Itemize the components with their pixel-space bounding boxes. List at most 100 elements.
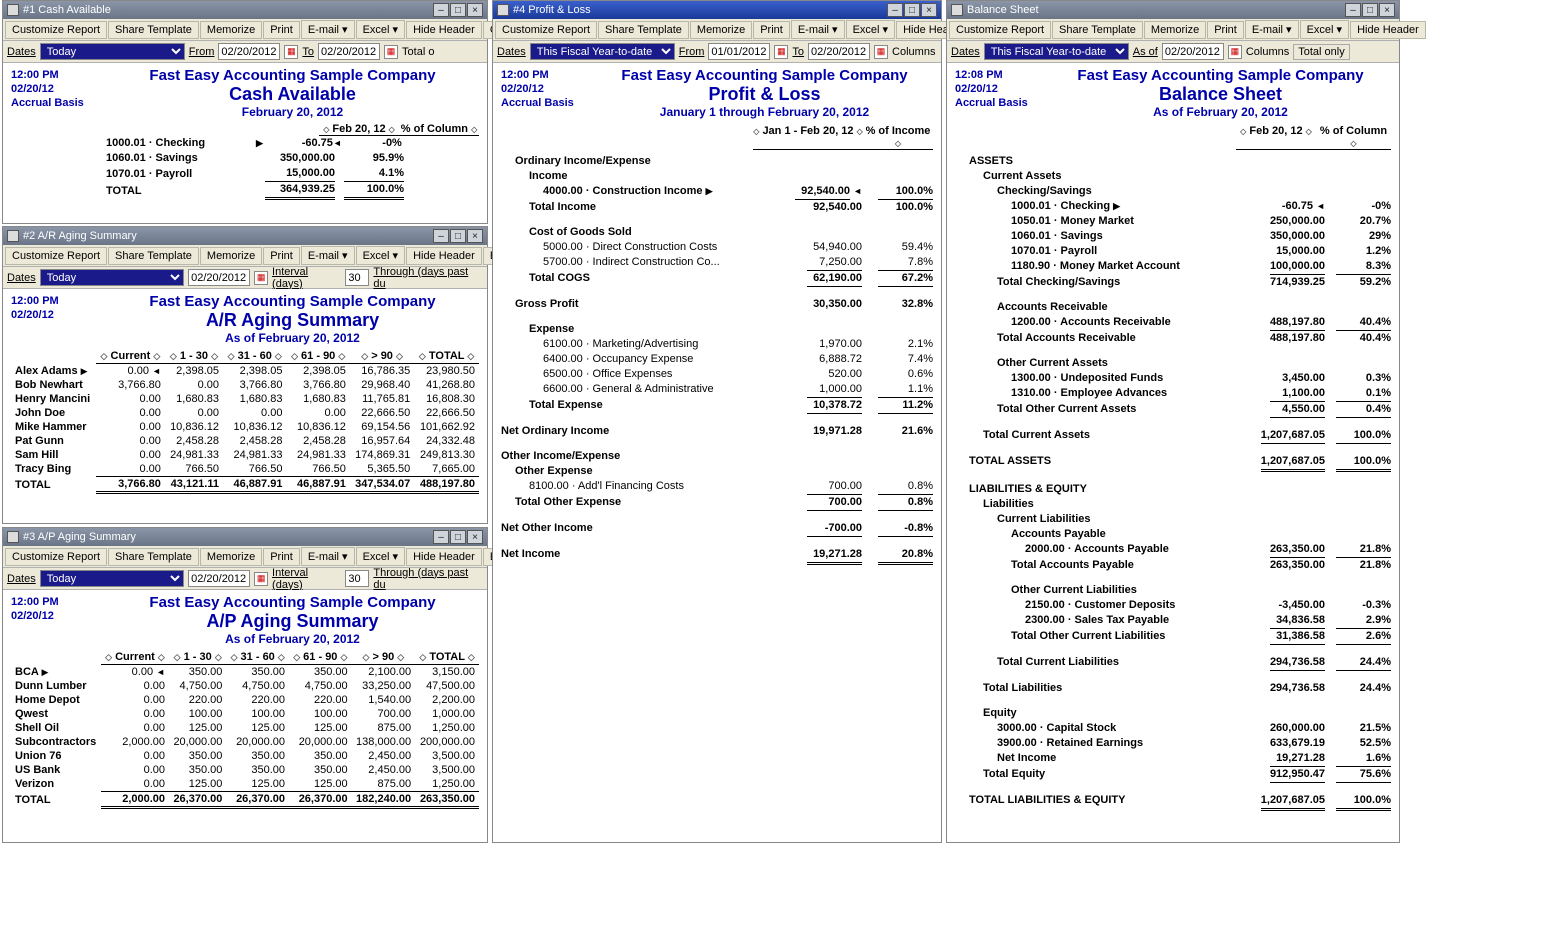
- aging-row[interactable]: Sam Hill0.0024,981.3324,981.3324,981.331…: [11, 448, 479, 462]
- report-line[interactable]: 3000.00 · Capital Stock260,000.0021.5%: [955, 721, 1391, 736]
- asof-input[interactable]: [188, 269, 250, 286]
- excel-button[interactable]: Excel ▾: [1300, 20, 1349, 39]
- report-line[interactable]: 6100.00 · Marketing/Advertising1,970.002…: [501, 337, 933, 352]
- report-line[interactable]: 6500.00 · Office Expenses520.000.6%: [501, 367, 933, 382]
- report-line[interactable]: 6400.00 · Occupancy Expense6,888.727.4%: [501, 352, 933, 367]
- dates-select[interactable]: Today: [40, 570, 184, 587]
- report-line[interactable]: Total Current Assets1,207,687.05100.0%: [955, 428, 1391, 444]
- calendar-icon[interactable]: ▦: [254, 572, 268, 586]
- interval-input[interactable]: [345, 269, 369, 286]
- aging-row[interactable]: BCA ▶0.00 ◄350.00350.00350.002,100.003,1…: [11, 665, 479, 680]
- customize-button[interactable]: Customize Report: [5, 21, 107, 39]
- customize-button[interactable]: Customize Report: [5, 247, 107, 265]
- report-line[interactable]: 6600.00 · General & Administrative1,000.…: [501, 382, 933, 398]
- report-line[interactable]: Cost of Goods Sold: [501, 225, 933, 240]
- hideheader-button[interactable]: Hide Header: [406, 21, 482, 39]
- report-line[interactable]: 2000.00 · Accounts Payable263,350.0021.8…: [955, 542, 1391, 558]
- titlebar[interactable]: #4 Profit & Loss – □ ×: [493, 1, 941, 19]
- report-line[interactable]: Total Income92,540.00100.0%: [501, 200, 933, 215]
- from-input[interactable]: [218, 43, 280, 60]
- report-line[interactable]: 1300.00 · Undeposited Funds3,450.000.3%: [955, 371, 1391, 386]
- report-line[interactable]: Total Checking/Savings714,939.2559.2%: [955, 275, 1391, 290]
- titlebar[interactable]: #3 A/P Aging Summary – □ ×: [3, 528, 487, 546]
- aging-row[interactable]: US Bank0.00350.00350.00350.002,450.003,5…: [11, 763, 479, 777]
- report-line[interactable]: Liabilities: [955, 497, 1391, 512]
- share-button[interactable]: Share Template: [108, 247, 199, 265]
- asof-input[interactable]: [1162, 43, 1224, 60]
- titlebar[interactable]: #2 A/R Aging Summary – □ ×: [3, 227, 487, 245]
- from-input[interactable]: [708, 43, 770, 60]
- email-button[interactable]: E-mail ▾: [791, 20, 845, 39]
- report-line[interactable]: TOTAL ASSETS1,207,687.05100.0%: [955, 454, 1391, 472]
- report-line[interactable]: 8100.00 · Add'l Financing Costs700.000.8…: [501, 479, 933, 495]
- report-line[interactable]: Total Liabilities294,736.5824.4%: [955, 681, 1391, 696]
- report-line[interactable]: Other Current Assets: [955, 356, 1391, 371]
- report-line[interactable]: Total Other Current Assets4,550.000.4%: [955, 402, 1391, 418]
- report-line[interactable]: Other Expense: [501, 464, 933, 479]
- report-line[interactable]: 1180.90 · Money Market Account100,000.00…: [955, 259, 1391, 275]
- report-line[interactable]: Accounts Receivable: [955, 300, 1391, 315]
- maximize-button[interactable]: □: [904, 3, 920, 17]
- calendar-icon[interactable]: ▦: [1228, 45, 1242, 59]
- calendar-icon[interactable]: ▦: [384, 45, 398, 59]
- print-button[interactable]: Print: [263, 247, 300, 265]
- maximize-button[interactable]: □: [450, 229, 466, 243]
- report-line[interactable]: Total Equity912,950.4775.6%: [955, 767, 1391, 783]
- hideheader-button[interactable]: Hide Header: [406, 548, 482, 566]
- report-line[interactable]: 1200.00 · Accounts Receivable488,197.804…: [955, 315, 1391, 331]
- report-line[interactable]: 2150.00 · Customer Deposits-3,450.00-0.3…: [955, 598, 1391, 613]
- report-line[interactable]: Accounts Payable: [955, 527, 1391, 542]
- aging-row[interactable]: Shell Oil0.00125.00125.00125.00875.001,2…: [11, 721, 479, 735]
- report-line[interactable]: Total Current Liabilities294,736.5824.4%: [955, 655, 1391, 671]
- to-input[interactable]: [808, 43, 870, 60]
- report-line[interactable]: Income: [501, 169, 933, 184]
- excel-button[interactable]: Excel ▾: [356, 20, 405, 39]
- email-button[interactable]: E-mail ▾: [301, 547, 355, 566]
- report-line[interactable]: Gross Profit30,350.0032.8%: [501, 297, 933, 312]
- minimize-button[interactable]: –: [433, 229, 449, 243]
- report-line[interactable]: 2300.00 · Sales Tax Payable34,836.582.9%: [955, 613, 1391, 629]
- report-line[interactable]: 5700.00 · Indirect Construction Co...7,2…: [501, 255, 933, 271]
- report-line[interactable]: Total Expense10,378.7211.2%: [501, 398, 933, 414]
- share-button[interactable]: Share Template: [108, 548, 199, 566]
- email-button[interactable]: E-mail ▾: [1245, 20, 1299, 39]
- print-button[interactable]: Print: [753, 21, 790, 39]
- report-line[interactable]: LIABILITIES & EQUITY: [955, 482, 1391, 497]
- report-line[interactable]: 1050.01 · Money Market250,000.0020.7%: [955, 214, 1391, 229]
- titlebar[interactable]: #1 Cash Available – □ ×: [3, 1, 487, 19]
- interval-input[interactable]: [345, 570, 369, 587]
- maximize-button[interactable]: □: [450, 530, 466, 544]
- excel-button[interactable]: Excel ▾: [356, 246, 405, 265]
- aging-row[interactable]: Alex Adams ▶0.00 ◄2,398.052,398.052,398.…: [11, 364, 479, 379]
- minimize-button[interactable]: –: [433, 3, 449, 17]
- report-line[interactable]: Expense: [501, 322, 933, 337]
- close-button[interactable]: ×: [1379, 3, 1395, 17]
- aging-row[interactable]: Home Depot0.00220.00220.00220.001,540.00…: [11, 693, 479, 707]
- excel-button[interactable]: Excel ▾: [356, 547, 405, 566]
- report-line[interactable]: 3900.00 · Retained Earnings633,679.1952.…: [955, 736, 1391, 751]
- report-line[interactable]: 1070.01 · Payroll15,000.001.2%: [955, 244, 1391, 259]
- dates-select[interactable]: This Fiscal Year-to-date: [984, 43, 1129, 60]
- report-line[interactable]: Total Other Expense700.000.8%: [501, 495, 933, 511]
- report-line[interactable]: Net Ordinary Income19,971.2821.6%: [501, 424, 933, 439]
- calendar-icon[interactable]: ▦: [874, 45, 888, 59]
- totalonly-label[interactable]: Total only: [1293, 44, 1349, 60]
- aging-row[interactable]: Henry Mancini0.001,680.831,680.831,680.8…: [11, 392, 479, 406]
- aging-row[interactable]: Union 760.00350.00350.00350.002,450.003,…: [11, 749, 479, 763]
- report-line[interactable]: Checking/Savings: [955, 184, 1391, 199]
- calendar-icon[interactable]: ▦: [254, 271, 268, 285]
- cash-row[interactable]: 1000.01 · Checking▶-60.75◄-0%: [106, 136, 479, 151]
- cash-row[interactable]: 1060.01 · Savings350,000.0095.9%: [106, 151, 479, 166]
- report-line[interactable]: Total Other Current Liabilities31,386.58…: [955, 629, 1391, 645]
- share-button[interactable]: Share Template: [598, 21, 689, 39]
- memorize-button[interactable]: Memorize: [200, 548, 262, 566]
- close-button[interactable]: ×: [467, 530, 483, 544]
- report-line[interactable]: Total Accounts Payable263,350.0021.8%: [955, 558, 1391, 573]
- report-line[interactable]: Ordinary Income/Expense: [501, 154, 933, 169]
- memorize-button[interactable]: Memorize: [200, 247, 262, 265]
- customize-button[interactable]: Customize Report: [949, 21, 1051, 39]
- memorize-button[interactable]: Memorize: [690, 21, 752, 39]
- print-button[interactable]: Print: [263, 21, 300, 39]
- aging-row[interactable]: Pat Gunn0.002,458.282,458.282,458.2816,9…: [11, 434, 479, 448]
- report-line[interactable]: Total Accounts Receivable488,197.8040.4%: [955, 331, 1391, 346]
